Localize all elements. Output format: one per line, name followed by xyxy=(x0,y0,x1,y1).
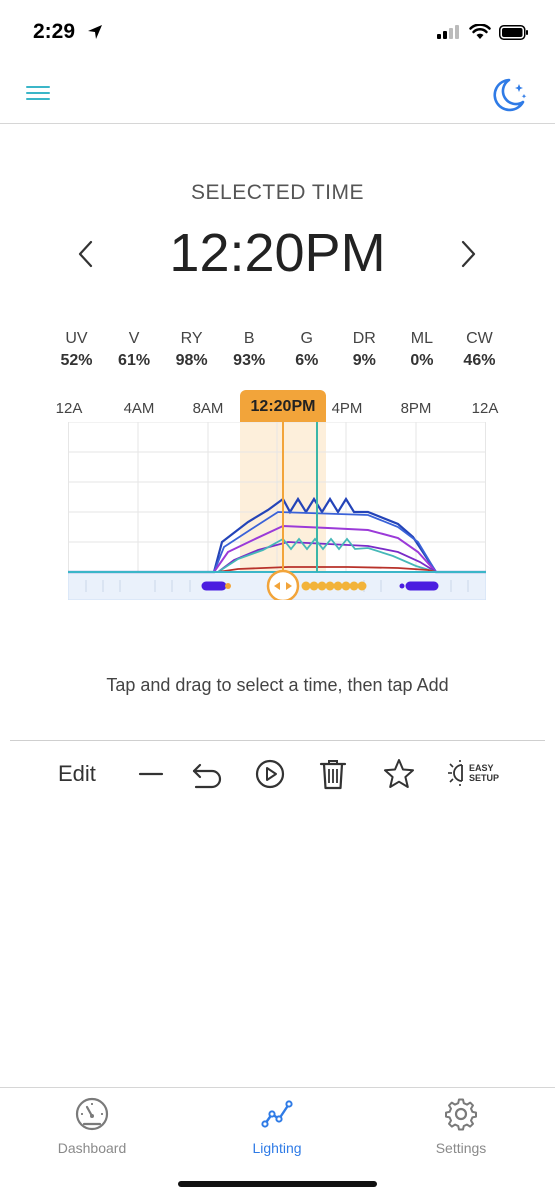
channel-value: 98% xyxy=(175,352,208,369)
lighting-schedule-chart[interactable] xyxy=(68,422,486,600)
edit-button[interactable]: Edit xyxy=(58,761,96,786)
channel-value: 46% xyxy=(463,352,496,369)
channel-v: V 61% xyxy=(106,330,163,370)
channel-value: 93% xyxy=(233,352,266,369)
easy-setup-line1: EASY xyxy=(469,763,494,773)
series-blue xyxy=(68,511,437,573)
tab-label: Settings xyxy=(435,1140,487,1156)
channel-value: 52% xyxy=(60,352,93,369)
instruction-hint: Tap and drag to select a time, then tap … xyxy=(106,675,449,695)
gauge-icon xyxy=(75,1097,109,1131)
channel-value: 61% xyxy=(118,352,151,369)
selected-time-flag[interactable]: 12:20PM xyxy=(240,390,326,422)
favorite-star-button[interactable] xyxy=(382,757,416,791)
series-violet xyxy=(68,524,437,573)
status-icons xyxy=(437,24,529,40)
schedule-points-morning[interactable] xyxy=(201,581,231,591)
cellular-signal-icon xyxy=(437,25,459,39)
channel-values: UV 52% V 61% RY 98% B 93% G 6% DR 9% ML 0% CW 46… xyxy=(48,330,508,370)
hour-label: 8AM xyxy=(192,400,224,417)
channel-ml: ML 0% xyxy=(393,330,450,370)
channel-ry: RY 98% xyxy=(163,330,220,370)
channel-name: UV xyxy=(65,330,88,347)
tab-label: Dashboard xyxy=(57,1140,127,1156)
easy-setup-button[interactable]: EASY SETUP xyxy=(446,759,499,787)
hour-label: 8PM xyxy=(400,400,432,417)
channel-name: V xyxy=(128,330,140,347)
trash-button[interactable] xyxy=(316,757,350,791)
gear-icon xyxy=(445,1098,477,1131)
hamburger-icon[interactable] xyxy=(26,82,50,104)
hour-label: 12A xyxy=(55,400,83,417)
series-teal xyxy=(68,537,437,573)
selected-time-value: 12:20PM xyxy=(169,223,386,283)
channel-name: G xyxy=(300,330,313,347)
battery-icon xyxy=(499,24,528,40)
hour-label: 12A xyxy=(471,400,499,417)
app-header xyxy=(0,66,555,124)
hour-label: 4PM xyxy=(331,400,363,417)
tab-settings[interactable]: Settings xyxy=(396,1096,526,1156)
channel-name: B xyxy=(243,330,255,347)
channel-value: 0% xyxy=(410,352,434,369)
undo-button[interactable] xyxy=(190,757,224,791)
timeline-hour-labels: 12A 4AM 8AM 4PM 8PM 12A xyxy=(0,400,555,420)
channel-cw: CW 46% xyxy=(451,330,508,370)
channel-name: RY xyxy=(180,330,203,347)
status-time: 2:29 xyxy=(33,20,76,43)
schedule-points-midday[interactable] xyxy=(301,581,367,591)
sun-half-icon xyxy=(448,760,463,786)
wifi-icon xyxy=(469,24,491,39)
channel-name: ML xyxy=(410,330,433,347)
channel-dr: DR 9% xyxy=(336,330,393,370)
schedule-points-evening[interactable] xyxy=(399,581,439,591)
tab-label: Lighting xyxy=(252,1140,302,1156)
tab-lighting[interactable]: Lighting xyxy=(212,1096,342,1156)
channel-uv: UV 52% xyxy=(48,330,105,370)
channel-g: G 6% xyxy=(278,330,335,370)
tab-dashboard[interactable]: Dashboard xyxy=(27,1096,157,1156)
previous-time-button[interactable] xyxy=(72,238,100,270)
channel-value: 6% xyxy=(295,352,319,369)
home-indicator xyxy=(178,1181,377,1187)
moon-stars-icon[interactable] xyxy=(489,76,529,114)
edit-toolbar: Edit EASY SETUP xyxy=(10,740,545,804)
channel-b: B 93% xyxy=(221,330,278,370)
time-drag-handle[interactable] xyxy=(266,569,300,600)
location-arrow-icon xyxy=(88,25,102,39)
easy-setup-label: EASY SETUP xyxy=(469,763,499,783)
channel-value: 9% xyxy=(352,352,376,369)
channel-name: DR xyxy=(352,330,376,347)
chart-line-icon xyxy=(261,1100,293,1128)
play-preview-button[interactable] xyxy=(253,757,287,791)
easy-setup-line2: SETUP xyxy=(469,773,500,783)
schedule-ticks xyxy=(85,580,469,592)
selected-time-label: SELECTED TIME xyxy=(191,181,364,204)
remove-point-button[interactable] xyxy=(134,757,168,791)
next-time-button[interactable] xyxy=(454,238,482,270)
channel-name: CW xyxy=(466,330,493,347)
hour-label: 4AM xyxy=(123,400,155,417)
status-bar: 2:29 xyxy=(0,0,555,66)
